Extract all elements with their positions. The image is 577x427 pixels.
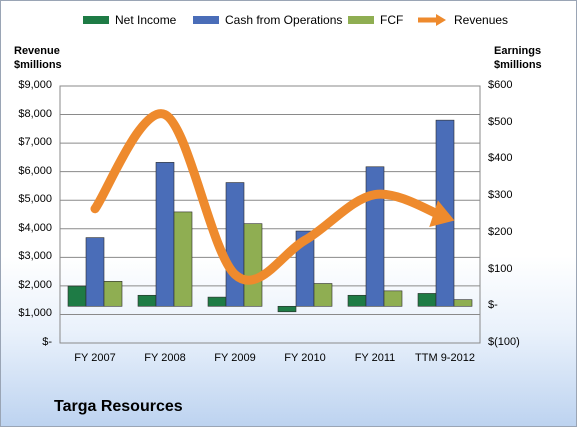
x-tick-label: FY 2010 — [284, 352, 326, 364]
left-tick-label: $9,000 — [18, 79, 52, 91]
bar-cash-from-operations — [155, 162, 175, 307]
bar-net-income — [347, 294, 367, 307]
bar-fcf — [103, 281, 123, 307]
legend-item-cash-from-operations: Cash from Operations — [193, 13, 342, 27]
left-tick-label: $8,000 — [18, 107, 52, 120]
left-axis-title-line1: Revenue — [14, 45, 60, 57]
left-tick-label: $4,000 — [18, 221, 52, 234]
right-tick-label: $200 — [488, 225, 513, 238]
bar-net-income — [277, 305, 297, 313]
legend-item-revenues: Revenues — [416, 13, 508, 27]
right-tick-label: $500 — [488, 115, 513, 128]
left-tick-label: $1,000 — [18, 307, 52, 320]
bar-cash-from-operations — [225, 182, 245, 307]
right-tick-label: $300 — [488, 189, 513, 202]
bar-cash-from-operations — [365, 166, 385, 307]
plot-border — [59, 85, 481, 344]
left-tick-label: $7,000 — [18, 136, 52, 149]
right-tick-label: $100 — [488, 262, 513, 275]
right-tick-label: $(100) — [488, 336, 520, 348]
left-axis-title: Revenue $millions — [14, 44, 62, 72]
right-tick-label: $- — [488, 299, 498, 312]
left-tick-label: $6,000 — [18, 164, 52, 177]
legend-arrow-icon — [418, 14, 446, 26]
bar-cash-from-operations — [85, 237, 105, 307]
bar-fcf — [453, 299, 473, 307]
x-tick-label: FY 2009 — [214, 352, 256, 364]
legend-label: Net Income — [115, 13, 177, 27]
legend-swatch-net-income — [83, 16, 109, 24]
x-tick-label: FY 2011 — [354, 352, 396, 364]
legend-swatch-fcf — [348, 16, 374, 24]
legend-swatch-cfo — [193, 16, 219, 24]
left-tick-label: $2,000 — [18, 278, 52, 291]
bar-fcf — [173, 211, 193, 307]
right-tick-label: $400 — [488, 152, 513, 165]
right-tick-label: $600 — [488, 79, 513, 91]
legend-label: Cash from Operations — [225, 13, 343, 27]
x-tick-label: TTM 9-2012 — [415, 352, 475, 364]
left-tick-label: $- — [42, 336, 52, 348]
bar-net-income — [67, 285, 87, 307]
x-tick-label: FY 2008 — [144, 352, 186, 364]
legend-item-net-income: Net Income — [83, 13, 176, 27]
revenue-arrowhead — [429, 200, 455, 227]
left-tick-label: $5,000 — [18, 193, 52, 206]
bar-fcf — [313, 283, 333, 307]
bar-fcf — [243, 223, 263, 307]
right-axis-title-line2: $millions — [494, 59, 542, 71]
legend-item-fcf: FCF — [348, 13, 403, 27]
bar-net-income — [137, 294, 157, 307]
legend-label: Revenues — [454, 13, 509, 27]
legend: Net Income Cash from Operations FCF Reve… — [0, 13, 577, 33]
company-name: Targa Resources — [54, 398, 183, 415]
revenue-line — [90, 109, 450, 285]
legend-label: FCF — [380, 13, 404, 27]
right-axis-title-line1: Earnings — [494, 45, 542, 57]
bar-net-income — [417, 293, 437, 307]
right-axis-title: Earnings $millions — [494, 44, 542, 72]
x-tick-label: FY 2007 — [74, 352, 116, 364]
bar-net-income — [207, 296, 227, 307]
left-tick-label: $3,000 — [18, 250, 52, 263]
bar-cash-from-operations — [295, 230, 315, 307]
bar-fcf — [383, 290, 403, 307]
left-axis-title-line2: $millions — [14, 59, 62, 71]
